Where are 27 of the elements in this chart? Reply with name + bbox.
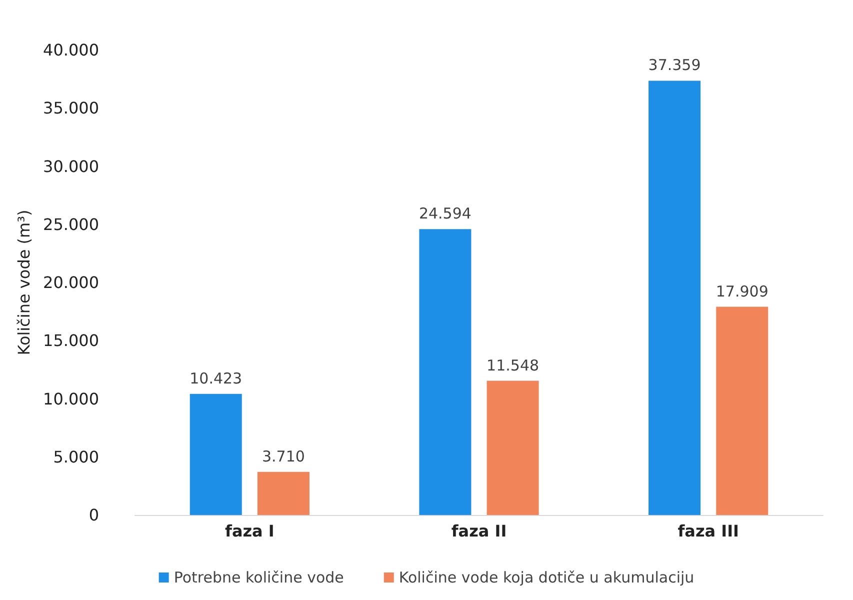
data-label: 3.710 — [262, 447, 305, 466]
bar — [716, 306, 768, 515]
data-label: 11.548 — [486, 356, 540, 374]
y-tick-label: 40.000 — [43, 40, 99, 60]
y-tick-label: 20.000 — [43, 273, 99, 292]
y-axis-title: Količine vode (m³) — [14, 210, 34, 356]
bar — [648, 80, 701, 515]
data-label: 37.359 — [648, 56, 701, 74]
legend-label: Količine vode koja dotiče u akumulaciju — [398, 568, 694, 586]
legend-label: Potrebne količine vode — [174, 568, 344, 586]
y-tick-label: 5.000 — [53, 447, 99, 466]
bar — [486, 380, 539, 515]
data-label: 17.909 — [716, 282, 768, 300]
y-tick-label: 35.000 — [43, 98, 99, 118]
y-tick-label: 0 — [88, 506, 99, 524]
x-tick-label: faza II — [451, 522, 507, 540]
data-label: 24.594 — [418, 204, 472, 223]
y-tick-label: 30.000 — [43, 156, 99, 176]
y-tick-label: 25.000 — [43, 214, 99, 234]
y-tick-label: 15.000 — [43, 331, 99, 350]
y-tick-label: 10.000 — [43, 389, 99, 408]
bar — [190, 394, 242, 515]
bar — [257, 472, 310, 515]
x-tick-label: faza III — [678, 522, 739, 540]
bar — [419, 229, 472, 515]
x-tick-label: faza I — [224, 522, 274, 540]
data-label: 10.423 — [190, 369, 242, 388]
